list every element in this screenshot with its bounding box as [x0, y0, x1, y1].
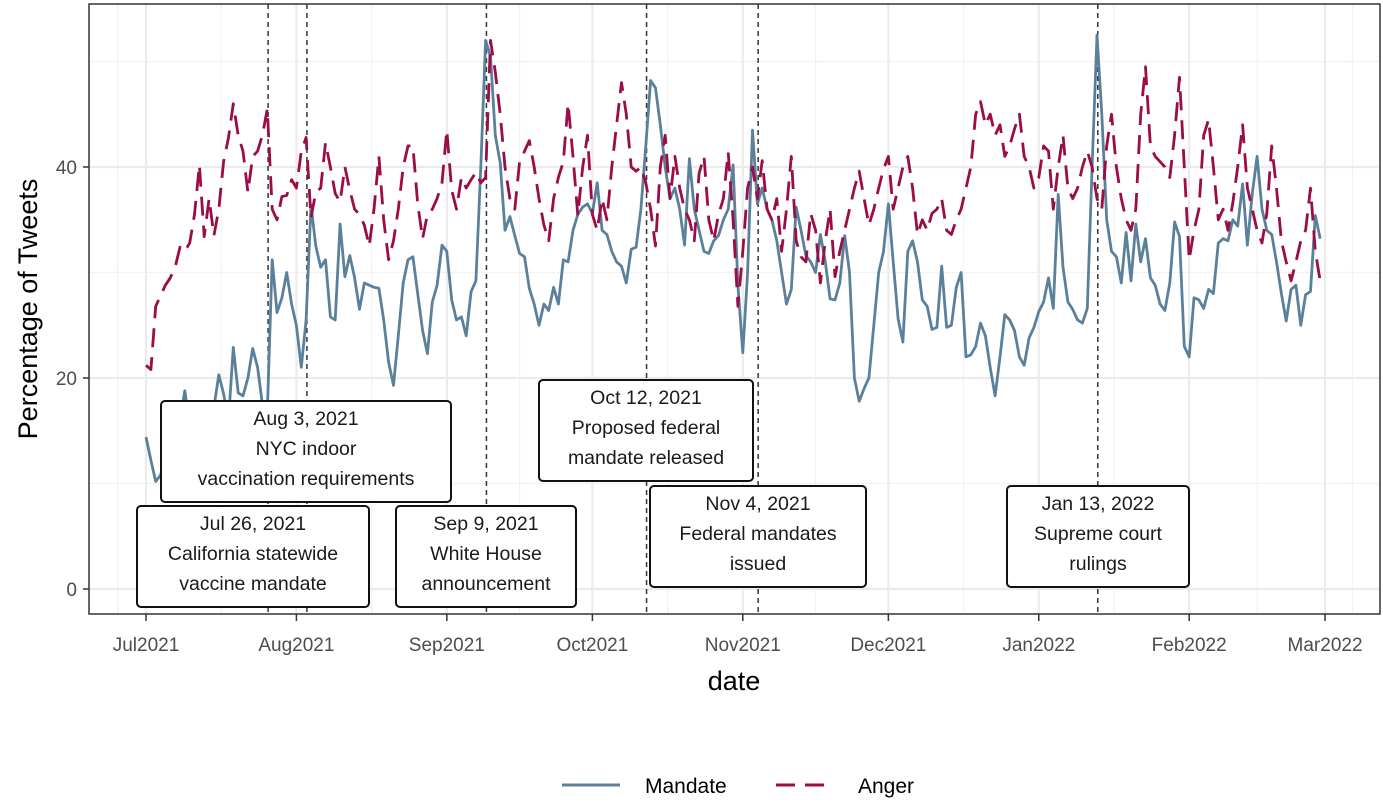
x-tick-label: Nov2021	[705, 635, 781, 656]
annotation-box	[395, 505, 577, 608]
x-tick-label: Aug2021	[258, 635, 334, 656]
x-axis-title: date	[708, 666, 761, 696]
annotation-date: Sep 9, 2021	[433, 513, 538, 535]
y-axis-title: Percentage of Tweets	[13, 179, 43, 440]
annotation-text-line1: White House	[430, 543, 542, 565]
x-tick-label: Jul2021	[113, 635, 180, 656]
annotation-box	[1006, 485, 1190, 588]
annotation-box	[538, 379, 754, 482]
legend-label-mandate: Mandate	[645, 775, 727, 798]
annotation-text-line1: Federal mandates	[679, 523, 836, 545]
x-tick-label: Jan2022	[1002, 635, 1075, 656]
annotation-date: Jul 26, 2021	[200, 513, 306, 535]
annotation-label: Jan 13, 2022 Supreme court rulings	[1006, 485, 1190, 588]
annotation-box	[136, 505, 370, 608]
annotation-label: Sep 9, 2021 White House announcement	[395, 505, 577, 608]
series-line-anger	[145, 39, 1322, 372]
annotation-text-line1: Proposed federal	[572, 417, 721, 439]
annotation-date: Nov 4, 2021	[705, 493, 810, 515]
y-tick-label: 20	[56, 369, 77, 390]
annotation-text-line2: announcement	[421, 573, 551, 595]
series-line-mandate	[144, 33, 1322, 483]
plot-border	[88, 3, 1381, 615]
annotation-date: Jan 13, 2022	[1042, 493, 1155, 515]
annotation-text-line1: California statewide	[168, 543, 338, 565]
y-tick-label: 40	[56, 158, 77, 179]
annotation-text-line1: NYC indoor	[256, 438, 357, 460]
annotation-text-line1: Supreme court	[1034, 523, 1162, 545]
annotation-date: Oct 12, 2021	[590, 387, 702, 409]
annotation-text-line2: rulings	[1069, 553, 1127, 575]
annotation-label: Nov 4, 2021 Federal mandates issued	[649, 485, 867, 588]
annotation-label: Oct 12, 2021 Proposed federal mandate rele…	[538, 379, 754, 482]
legend-label-anger: Anger	[858, 775, 914, 798]
x-tick-label: Mar2022	[1288, 635, 1363, 656]
x-tick-label: Oct2021	[556, 635, 628, 656]
annotation-box	[160, 400, 452, 503]
x-tick-label: Dec2021	[850, 635, 926, 656]
annotation-date: Aug 3, 2021	[253, 408, 358, 430]
annotation-text-line2: vaccine mandate	[179, 573, 326, 595]
annotation-label: Aug 3, 2021 NYC indoor vaccination require…	[160, 400, 452, 503]
x-tick-label: Feb2022	[1152, 635, 1227, 656]
y-tick-label: 0	[66, 580, 77, 601]
annotation-text-line2: issued	[730, 553, 786, 575]
legend: Mandate Anger	[562, 775, 914, 798]
annotations: Jul 26, 2021 California statewide vaccine …	[136, 379, 1190, 608]
annotation-label: Jul 26, 2021 California statewide vaccine …	[136, 505, 370, 608]
axes: 0 20 40 Jul2021 Aug2021 Sep2021 Oct2021 Nov2021…	[56, 158, 1363, 656]
annotation-text-line2: mandate released	[568, 447, 724, 469]
x-tick-label: Sep2021	[409, 635, 485, 656]
series	[144, 33, 1322, 483]
annotation-box	[649, 485, 867, 588]
annotation-text-line2: vaccination requirements	[198, 468, 415, 490]
